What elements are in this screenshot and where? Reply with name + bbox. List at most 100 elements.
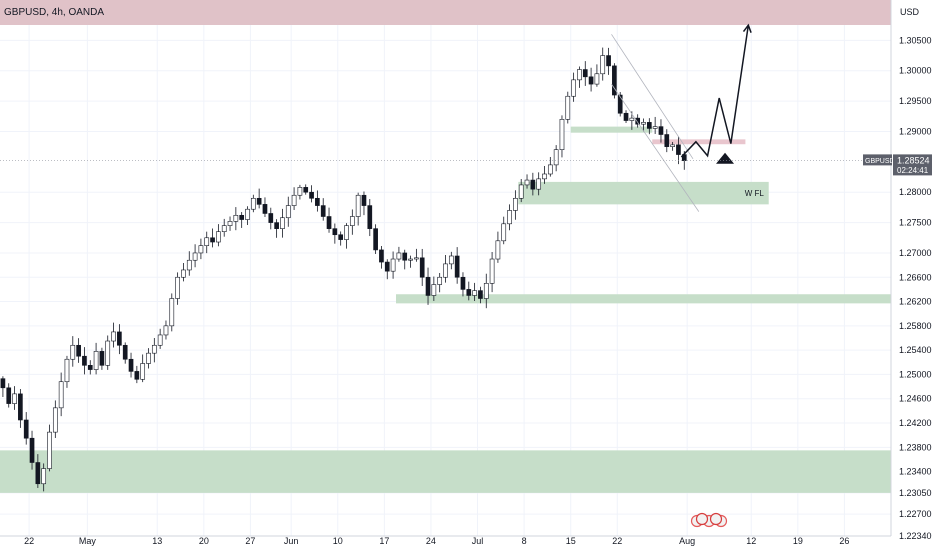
candle-body (553, 149, 559, 166)
price-tick-label: 1.27500 (899, 218, 932, 228)
time-tick-label: 17 (379, 536, 389, 546)
economic-events[interactable] (690, 512, 728, 528)
drawings-layer[interactable] (611, 23, 752, 212)
price-tick-label: 1.26600 (899, 272, 932, 282)
candle (151, 338, 157, 363)
candle (553, 145, 559, 172)
candle-body (52, 407, 58, 433)
candle-body (547, 164, 553, 175)
candle-body (315, 197, 320, 206)
candle (646, 118, 652, 135)
candle-body (146, 352, 151, 364)
candle-body (454, 255, 460, 278)
candle (82, 347, 87, 375)
candle (64, 355, 70, 388)
demand-zone[interactable] (570, 126, 653, 133)
candle (344, 223, 349, 249)
zone-label: W FL (745, 189, 765, 198)
price-axis[interactable] (891, 0, 932, 550)
time-tick-label: 27 (245, 536, 255, 546)
price-tick-label: 1.23050 (899, 488, 932, 498)
candle (146, 348, 151, 369)
candle (390, 251, 396, 279)
candle (460, 272, 466, 297)
candle (437, 273, 443, 293)
zones-layer[interactable]: W FL (0, 126, 891, 493)
candle-body (396, 252, 402, 260)
candle (6, 383, 12, 408)
candle-body (111, 331, 116, 342)
candle (361, 191, 367, 216)
candle (280, 208, 285, 238)
candle-body (169, 298, 175, 327)
candle-body (99, 351, 105, 366)
currency-label[interactable]: USD (900, 7, 920, 17)
candle-body (483, 283, 489, 299)
candle-body (652, 126, 658, 129)
candle (320, 198, 326, 221)
candle (216, 224, 221, 247)
arrow-head-icon[interactable] (742, 23, 752, 33)
resistance-zone[interactable] (652, 139, 746, 145)
candle (612, 63, 617, 99)
candle (93, 342, 99, 375)
candle (233, 207, 239, 231)
symbol-title[interactable]: GBPUSD, 4h, OANDA (4, 7, 104, 18)
candle-body (588, 76, 594, 85)
candle (41, 463, 47, 492)
candle-body (245, 208, 250, 220)
time-axis[interactable]: 22 May 13 20 27 Jun 10 17 24 Jul 8 15 22 Aug 12 19 26 (24, 536, 849, 546)
time-tick-label: 22 (24, 536, 34, 546)
projection-path[interactable] (680, 25, 750, 158)
candle (623, 110, 629, 124)
candle (175, 272, 180, 305)
header-banner (0, 0, 891, 25)
time-tick-label: 8 (522, 536, 527, 546)
candle (530, 172, 536, 196)
candle-body (507, 210, 512, 225)
candle (221, 218, 227, 237)
price-tick-label: 1.28000 (899, 187, 932, 197)
candle-body (524, 179, 530, 186)
demand-zone[interactable] (0, 450, 891, 493)
flag-icon[interactable] (695, 512, 709, 526)
demand-zone[interactable] (518, 181, 769, 205)
candle-body (64, 358, 70, 383)
channel-line[interactable] (611, 83, 700, 212)
candle-body (198, 245, 204, 254)
candle-body (414, 257, 419, 260)
candle (635, 114, 641, 128)
candle-body (186, 259, 192, 271)
price-tick-label: 1.25000 (899, 369, 932, 379)
candle (186, 251, 192, 276)
time-tick-label: 15 (566, 536, 576, 546)
candle (501, 216, 507, 245)
demand-zone[interactable] (396, 294, 891, 304)
candle-body (291, 194, 297, 206)
price-tick-label: 1.23400 (899, 467, 932, 477)
candle (35, 454, 41, 488)
flag-icon[interactable] (709, 512, 723, 526)
candle (542, 166, 547, 184)
candle (431, 276, 437, 301)
candle-body (349, 216, 355, 226)
candle-body (513, 197, 518, 211)
candle (122, 342, 128, 364)
candle-body (594, 73, 600, 85)
candle-body (600, 55, 606, 75)
candle (373, 224, 378, 254)
candle-body (489, 258, 495, 284)
candle-body (495, 240, 501, 260)
candle-body (332, 228, 338, 236)
up-triangle-icon[interactable] (716, 152, 735, 164)
candle (676, 136, 681, 165)
candle-body (262, 204, 268, 214)
candle (181, 263, 186, 282)
candle (577, 66, 582, 88)
price-tick-label: 1.24200 (899, 418, 932, 428)
channel-line[interactable] (611, 34, 694, 160)
candle (198, 238, 204, 260)
candle (396, 246, 402, 262)
candle (239, 212, 245, 228)
